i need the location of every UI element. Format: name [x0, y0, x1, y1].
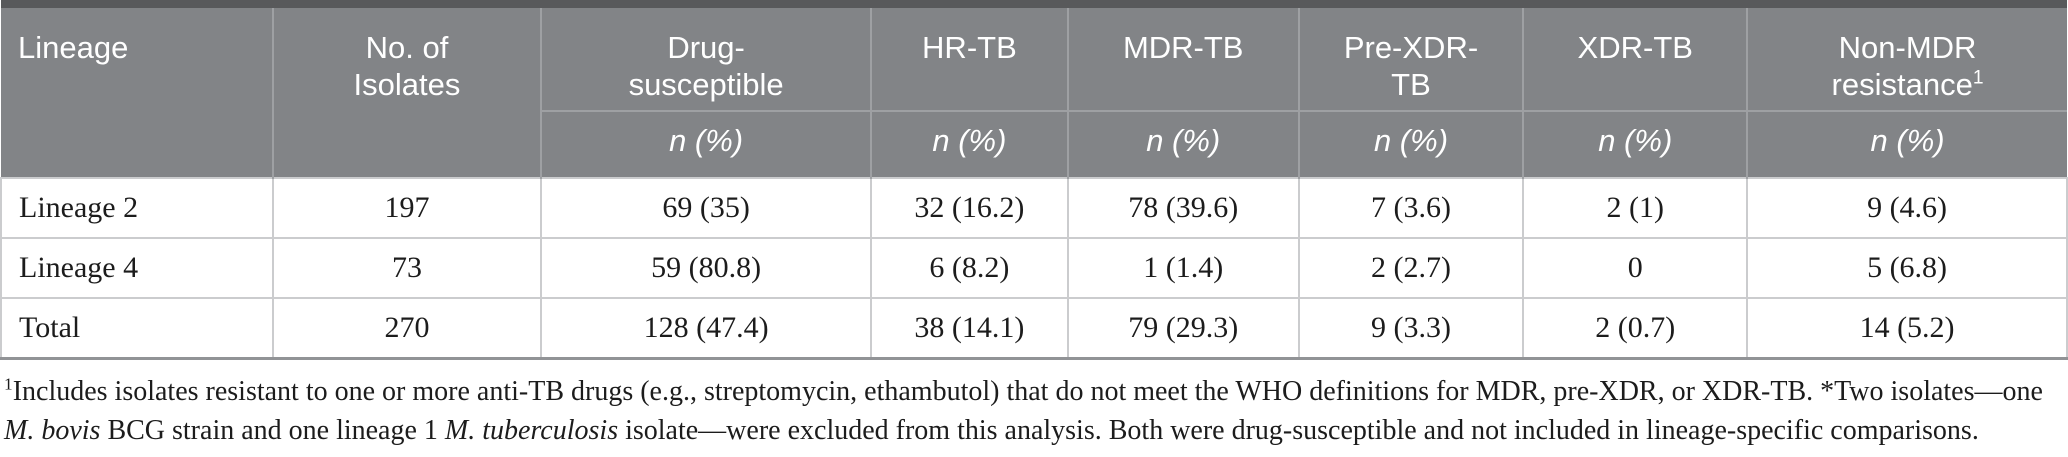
row-label-cell: Total: [0, 297, 274, 359]
footnote-text: isolate—were excluded from this analysis…: [618, 414, 1979, 446]
table-row: Total 270 128 (47.4) 38 (14.1) 79 (29.3) 9 (3…: [0, 297, 2068, 359]
value-cell: 6 (8.2): [869, 237, 1069, 299]
row-label-cell: Lineage 4: [0, 237, 274, 299]
column-header-pre-xdr-tb: Pre-XDR-TB: [1297, 4, 1524, 111]
value-cell: 78 (39.6): [1066, 177, 1300, 239]
subheader-n-percent: n (%): [1746, 110, 2067, 178]
value-cell: 197: [271, 177, 543, 239]
drug-resistance-table: Lineage No. of Isolates Drug-susceptible…: [0, 0, 2068, 360]
value-cell: 0: [1522, 237, 1749, 299]
column-header-text: Non-MDR resistance: [1831, 30, 1977, 102]
footnote-superscript: 1: [4, 374, 13, 394]
value-cell: 69 (35): [540, 177, 872, 239]
value-cell: 2 (2.7): [1297, 237, 1525, 299]
column-header-non-mdr-resistance: Non-MDR resistance1: [1746, 4, 2067, 111]
subheader-n-percent: n (%): [869, 110, 1068, 178]
subheader-n-percent: n (%): [1297, 110, 1524, 178]
column-header-lineage: Lineage: [1, 4, 273, 178]
footnote-species-name: M. bovis: [4, 414, 101, 446]
footnote-text: BCG strain and one lineage 1: [100, 414, 445, 446]
column-header-no-of-isolates: No. of Isolates: [271, 4, 542, 178]
header-row-main: Lineage No. of Isolates Drug-susceptible…: [1, 4, 2067, 178]
subheader-n-percent: n (%): [1066, 110, 1299, 178]
value-cell: 270: [271, 297, 543, 359]
row-label-cell: Lineage 2: [0, 177, 274, 239]
column-header-xdr-tb: XDR-TB: [1522, 4, 1748, 111]
column-header-label: Non-MDR resistance1: [1790, 29, 2025, 103]
value-cell: 9 (3.3): [1297, 297, 1525, 359]
value-cell: 128 (47.4): [540, 297, 872, 359]
footnote-species-name: M. tuberculosis: [444, 414, 619, 446]
value-cell: 9 (4.6): [1746, 177, 2068, 239]
column-header-hr-tb: HR-TB: [869, 4, 1068, 111]
subheader-n-percent: n (%): [540, 110, 871, 178]
column-header-drug-susceptible: Drug-susceptible: [540, 4, 871, 111]
column-header-mdr-tb: MDR-TB: [1066, 4, 1299, 111]
footnote: 1Includes isolates resistant to one or m…: [4, 372, 2064, 450]
column-header-label: Pre-XDR-TB: [1343, 30, 1479, 102]
table-row: Lineage 2 197 69 (35) 32 (16.2) 78 (39.6) 7 (…: [0, 177, 2068, 239]
column-header-label: Drug-susceptible: [628, 30, 784, 102]
value-cell: 32 (16.2): [869, 177, 1069, 239]
value-cell: 14 (5.2): [1746, 297, 2068, 359]
value-cell: 2 (1): [1522, 177, 1749, 239]
value-cell: 7 (3.6): [1297, 177, 1525, 239]
table-row: Lineage 4 73 59 (80.8) 6 (8.2) 1 (1.4) 2 (2.7…: [0, 237, 2068, 299]
header-row-sub: n (%) n (%) n (%) n (%) n (%) n (%): [1, 110, 2067, 178]
footnote-marker-superscript: 1: [1972, 67, 1984, 89]
footnote-text: Includes isolates resistant to one or mo…: [12, 375, 2043, 407]
value-cell: 2 (0.7): [1522, 297, 1749, 359]
column-header-label: No. of Isolates: [353, 30, 461, 102]
subheader-n-percent: n (%): [1522, 110, 1748, 178]
value-cell: 1 (1.4): [1066, 237, 1300, 299]
table-body: Lineage 2 197 69 (35) 32 (16.2) 78 (39.6) 7 (…: [0, 177, 2068, 359]
table-header: Lineage No. of Isolates Drug-susceptible…: [1, 4, 2067, 178]
value-cell: 59 (80.8): [540, 237, 872, 299]
value-cell: 5 (6.8): [1746, 237, 2068, 299]
value-cell: 38 (14.1): [869, 297, 1069, 359]
value-cell: 79 (29.3): [1066, 297, 1300, 359]
value-cell: 73: [271, 237, 543, 299]
